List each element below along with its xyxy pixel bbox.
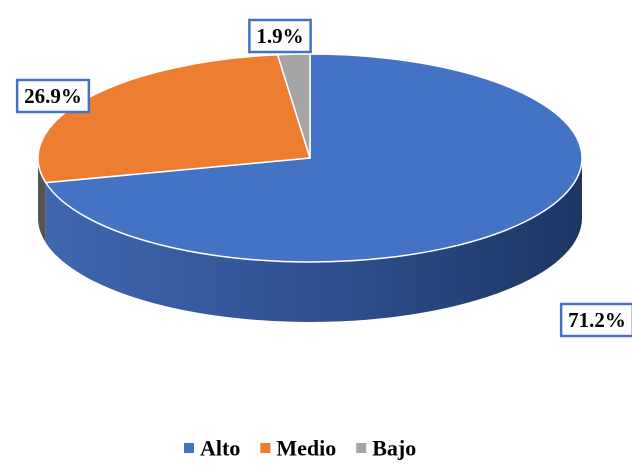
slice-side-medio [38, 158, 46, 243]
data-label-box [248, 18, 312, 54]
legend-item-bajo: Bajo [356, 436, 416, 461]
data-label-box [15, 78, 91, 114]
legend-swatch [184, 443, 194, 453]
legend-item-alto: Alto [184, 436, 240, 461]
data-label-text: 26.9% [24, 84, 82, 108]
legend-item-medio: Medio [260, 436, 336, 461]
data-labels: 71.2% 26.9% 1.9% [15, 18, 632, 338]
legend-label: Medio [276, 436, 336, 461]
legend-swatch [260, 443, 271, 453]
legend-swatch [356, 443, 367, 453]
legend: Alto Medio Bajo [184, 436, 416, 461]
data-label-alto: 71.2% [559, 302, 632, 338]
slice-alto [44, 53, 583, 263]
slice-side-alto [45, 158, 582, 323]
data-label-text: 71.2% [568, 308, 626, 332]
legend-label: Alto [200, 436, 240, 461]
data-label-box [559, 302, 632, 338]
data-label-bajo: 1.9% [248, 18, 312, 54]
pie-sides [38, 158, 582, 323]
pie-slices [37, 53, 583, 263]
legend-label: Bajo [372, 436, 416, 461]
slice-bajo [276, 53, 311, 159]
data-label-text: 1.9% [256, 24, 303, 48]
data-label-medio: 26.9% [15, 78, 91, 114]
